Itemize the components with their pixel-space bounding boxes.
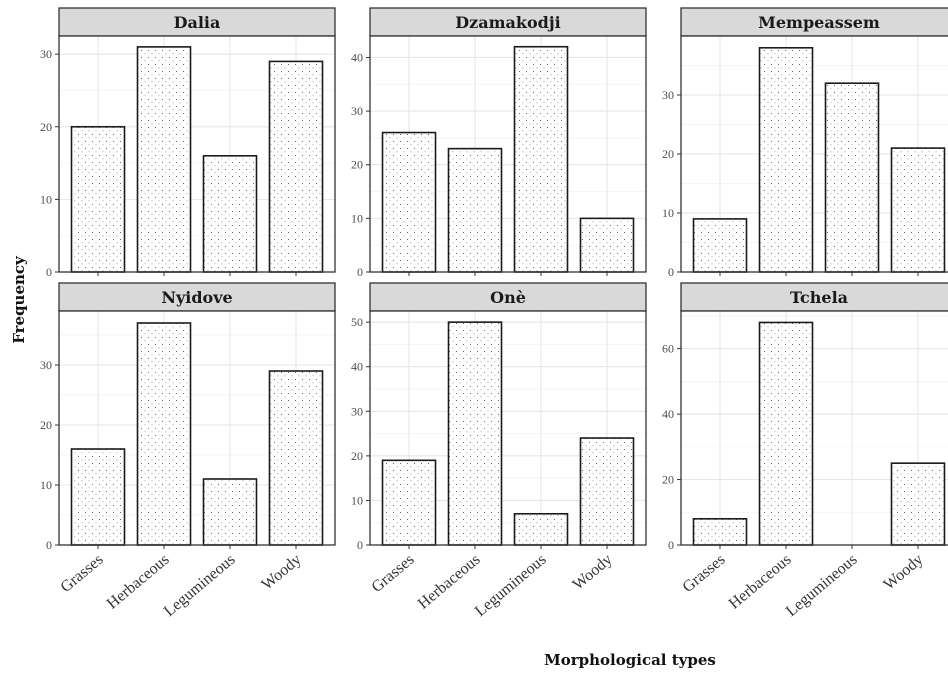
x-tick-label: Legumineous xyxy=(161,551,239,620)
facet-title: Mempeassem xyxy=(758,13,880,32)
x-tick-label: Herbaceous xyxy=(104,551,173,613)
facet-title: Nyidove xyxy=(161,288,232,307)
y-tick-label: 0 xyxy=(46,265,52,279)
bar xyxy=(824,82,880,273)
bar xyxy=(758,321,814,546)
bar xyxy=(447,321,503,546)
x-tick-label: Grasses xyxy=(58,551,107,596)
y-tick-label: 40 xyxy=(351,360,363,374)
bar xyxy=(70,448,126,546)
bar xyxy=(268,370,324,546)
panel-border xyxy=(369,310,647,546)
bar xyxy=(202,155,258,273)
panel-border xyxy=(680,35,948,273)
bar xyxy=(447,147,503,273)
panel-border xyxy=(369,35,647,273)
facet-panel: Dzamakodji 0 10 20 30 40 xyxy=(351,7,647,279)
x-tick-label: Grasses xyxy=(369,551,418,596)
facet-strip xyxy=(680,7,948,37)
y-tick-label: 10 xyxy=(662,206,674,220)
y-tick-label: 20 xyxy=(40,120,52,134)
x-tick-label: Woody xyxy=(570,551,616,593)
y-tick-label: 40 xyxy=(351,50,363,64)
facet-title: Tchela xyxy=(790,288,848,307)
y-tick-label: 40 xyxy=(662,407,674,421)
facet-panel: Tchela 0 20 40 60 GrassesHerbaceousLegumineou… xyxy=(662,282,948,620)
panel-border xyxy=(58,310,336,546)
y-tick-label: 0 xyxy=(357,538,363,552)
y-tick-label: 50 xyxy=(351,315,363,329)
x-axis-title: Morphological types xyxy=(544,651,716,669)
bar xyxy=(381,459,437,546)
panel-border xyxy=(680,310,948,546)
y-tick-label: 10 xyxy=(351,493,363,507)
panel-border xyxy=(58,35,336,273)
x-tick-label: Legumineous xyxy=(472,551,550,620)
x-tick-label: Herbaceous xyxy=(415,551,484,613)
bar xyxy=(136,46,192,273)
bar xyxy=(136,322,192,546)
x-tick-label: Grasses xyxy=(680,551,729,596)
facet-title: Onè xyxy=(490,288,526,307)
bar xyxy=(890,147,946,273)
bar xyxy=(513,512,569,546)
facet-panels: Dalia 0 10 20 30 Dzamakodji 0 10 20 30 40 Mempeasse… xyxy=(40,7,948,620)
axis-titles: Frequency Morphological types xyxy=(10,255,716,669)
bar xyxy=(579,217,635,273)
bar xyxy=(202,478,258,546)
bar xyxy=(381,131,437,273)
y-tick-label: 10 xyxy=(40,478,52,492)
y-tick-label: 0 xyxy=(668,538,674,552)
y-tick-label: 20 xyxy=(351,158,363,172)
y-tick-label: 0 xyxy=(357,265,363,279)
x-tick-label: Woody xyxy=(881,551,927,593)
bar xyxy=(692,518,748,546)
y-tick-label: 30 xyxy=(40,358,52,372)
x-tick-label: Herbaceous xyxy=(726,551,795,613)
facet-panel: Mempeassem 0 10 20 30 xyxy=(662,7,948,279)
y-tick-label: 30 xyxy=(40,47,52,61)
bar xyxy=(758,46,814,273)
facet-strip xyxy=(58,7,336,37)
y-tick-label: 20 xyxy=(662,147,674,161)
y-tick-label: 0 xyxy=(46,538,52,552)
bar xyxy=(513,45,569,273)
bar xyxy=(579,437,635,546)
facet-panel: Dalia 0 10 20 30 xyxy=(40,7,336,279)
y-tick-label: 30 xyxy=(662,88,674,102)
facet-panel: Onè 0 10 20 30 40 50 GrassesHerbaceousLegumineo… xyxy=(351,282,647,620)
y-tick-label: 10 xyxy=(351,211,363,225)
y-tick-label: 20 xyxy=(662,473,674,487)
bar xyxy=(268,60,324,273)
bar xyxy=(692,218,748,273)
y-tick-label: 20 xyxy=(351,449,363,463)
y-tick-label: 0 xyxy=(668,265,674,279)
y-tick-label: 60 xyxy=(662,342,674,356)
y-tick-label: 30 xyxy=(351,404,363,418)
bar xyxy=(70,125,126,273)
facet-title: Dalia xyxy=(174,13,221,32)
y-tick-label: 30 xyxy=(351,104,363,118)
y-tick-label: 10 xyxy=(40,192,52,206)
x-tick-label: Legumineous xyxy=(783,551,861,620)
y-axis-title: Frequency xyxy=(10,255,28,344)
facet-title: Dzamakodji xyxy=(455,13,560,32)
y-tick-label: 20 xyxy=(40,418,52,432)
x-tick-label: Woody xyxy=(259,551,305,593)
bar xyxy=(890,462,946,546)
facet-strip xyxy=(369,7,647,37)
facet-strip xyxy=(58,282,336,312)
facet-panel: Nyidove 0 10 20 30 GrassesHerbaceousLegumineo… xyxy=(40,282,336,620)
